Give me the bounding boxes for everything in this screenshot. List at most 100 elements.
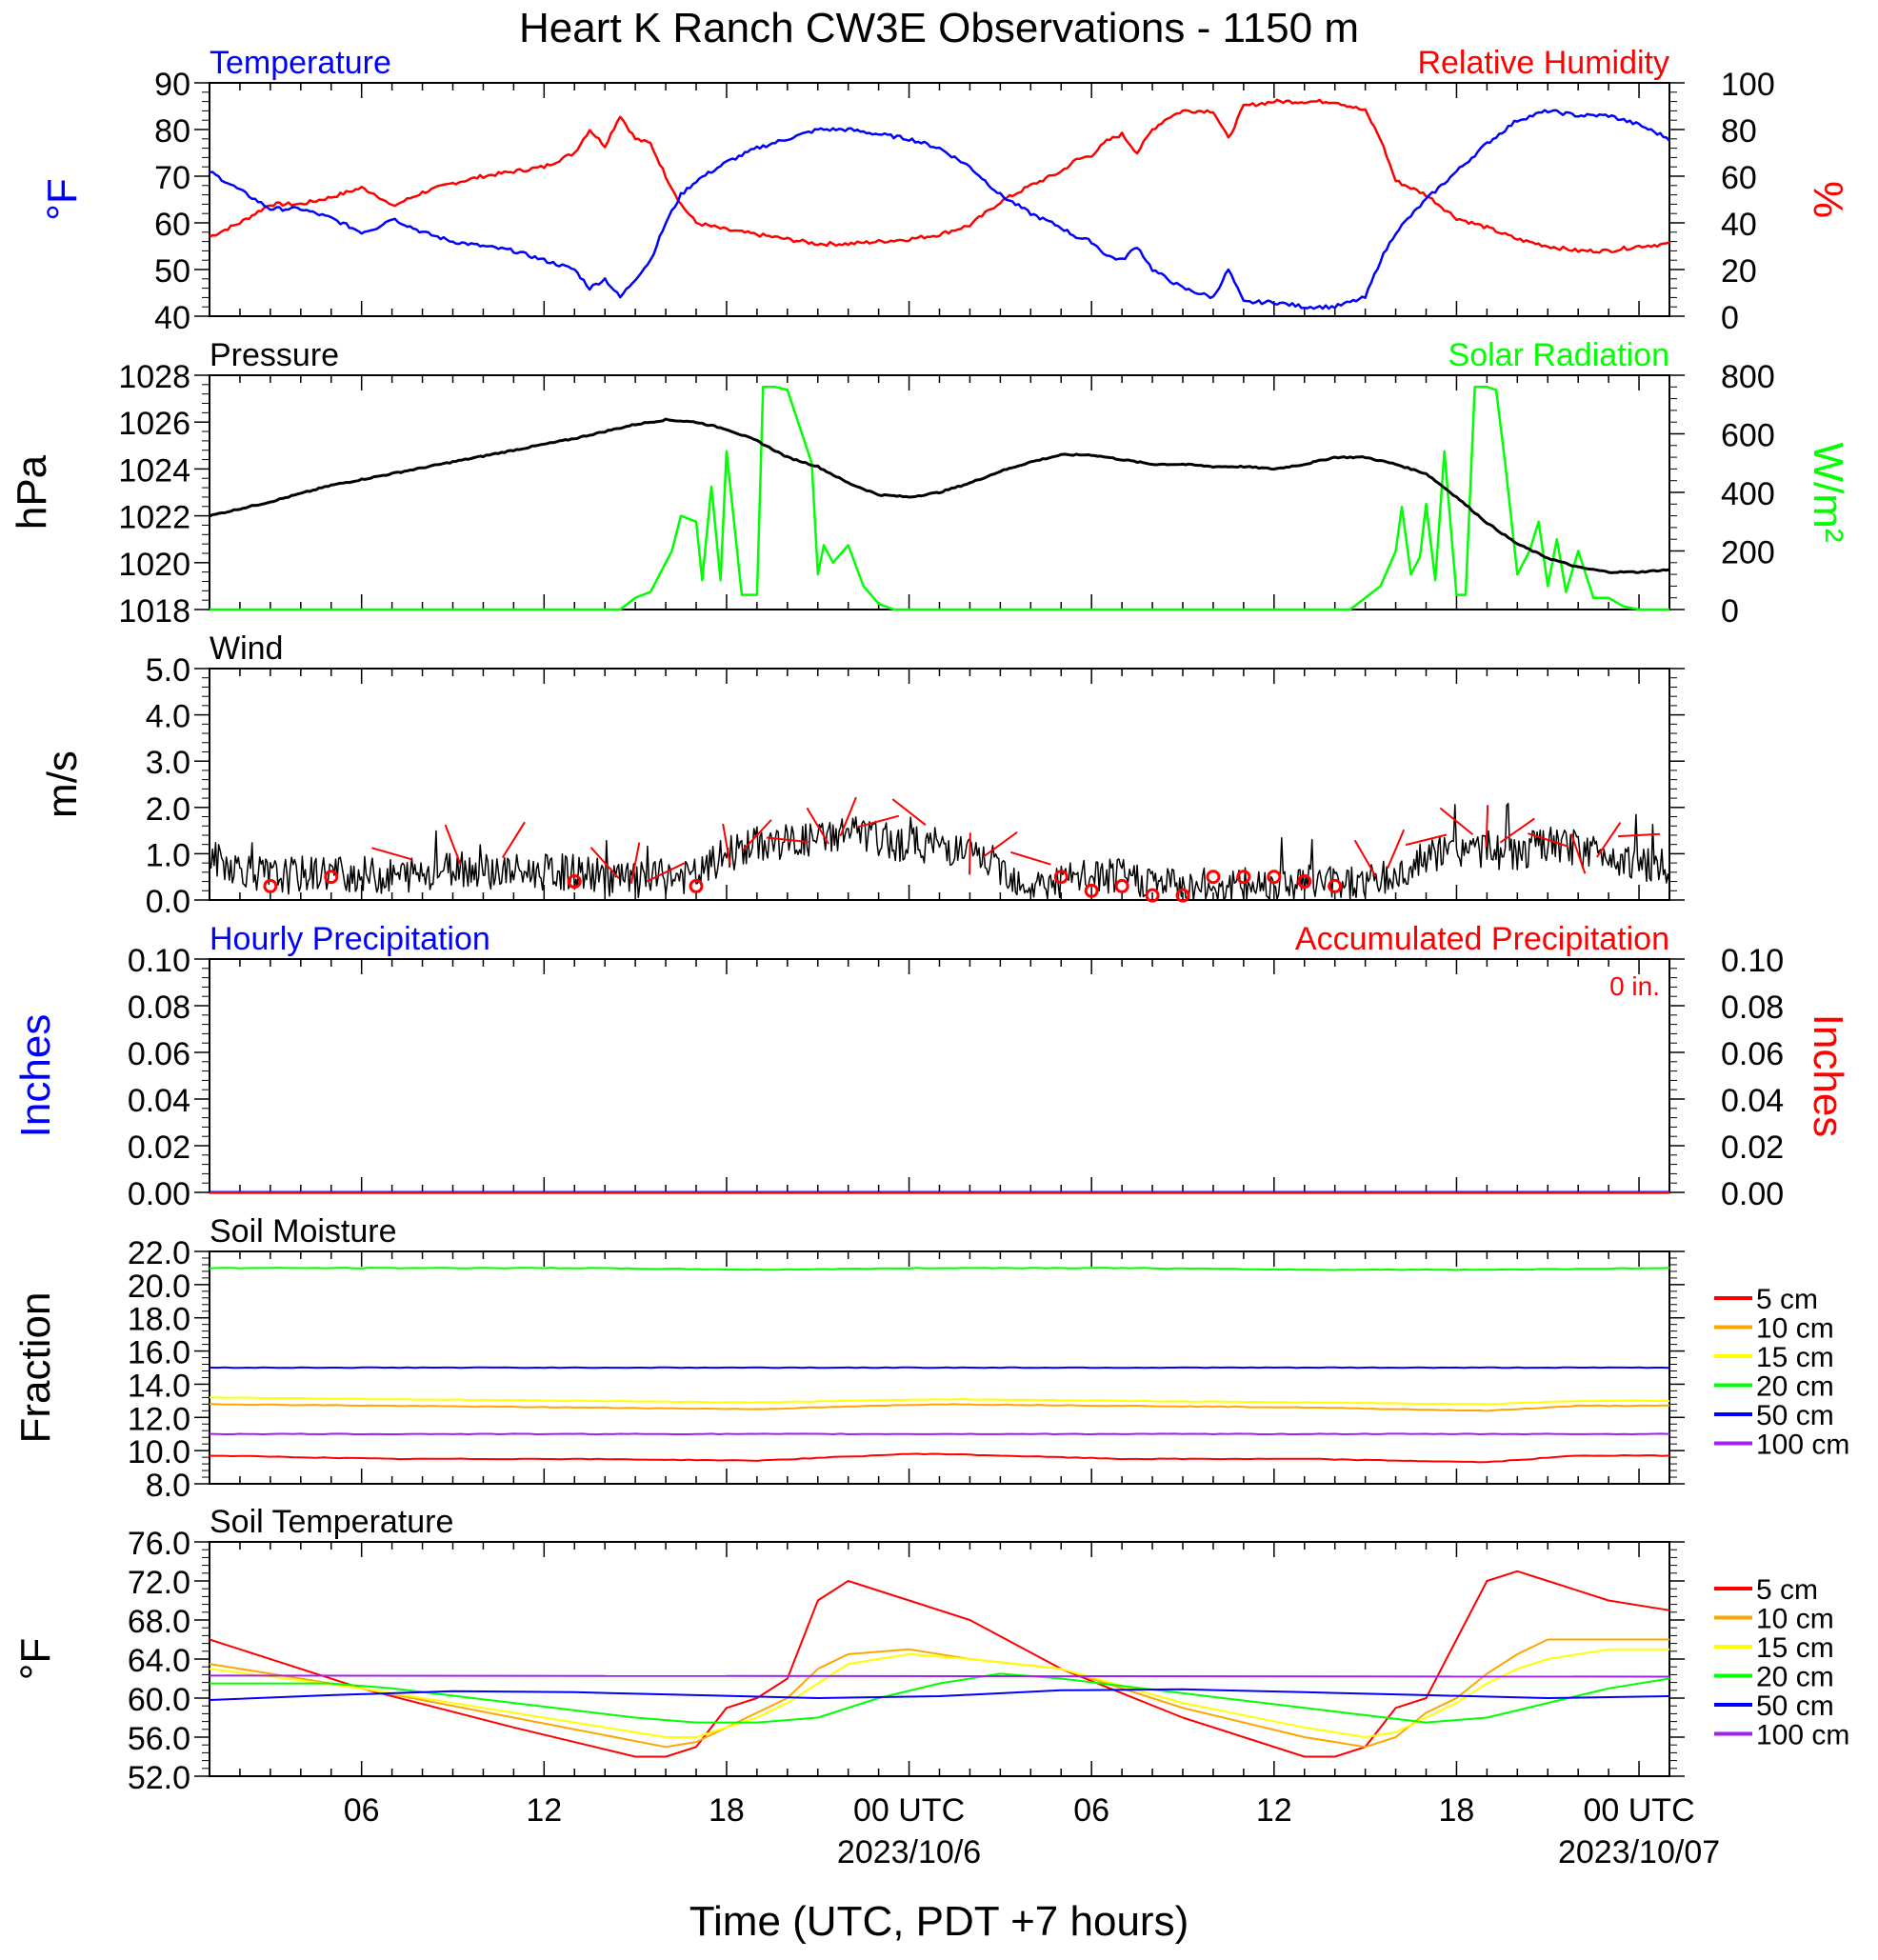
right-tick-label: 100 bbox=[1721, 67, 1775, 103]
left-tick-label: 4.0 bbox=[146, 699, 190, 735]
wind-speed-line bbox=[209, 802, 1670, 901]
left-tick-label: 18.0 bbox=[128, 1302, 190, 1338]
x-tick-label: 06 bbox=[344, 1792, 380, 1829]
right-tick-label: 0.08 bbox=[1721, 990, 1784, 1026]
wind-barb-calm bbox=[263, 878, 278, 893]
left-tick-label: 0.10 bbox=[128, 943, 190, 979]
wind-barb bbox=[1618, 832, 1661, 838]
left-tick-label: 8.0 bbox=[146, 1468, 190, 1504]
temperature-line bbox=[209, 109, 1670, 310]
left-tick-label: 1.0 bbox=[146, 837, 190, 873]
wind-barb-calm bbox=[1175, 888, 1190, 903]
soil-moisture-50cm-line bbox=[209, 1366, 1670, 1370]
left-tick-label: 1026 bbox=[118, 406, 190, 442]
wind-barb bbox=[646, 862, 686, 883]
wind-barb-calm bbox=[1206, 870, 1221, 885]
wind-barb bbox=[982, 830, 1018, 858]
temperature-title: Temperature bbox=[210, 45, 391, 81]
x-date-label: 2023/10/07 bbox=[1558, 1834, 1720, 1870]
right-tick-label: 0.02 bbox=[1721, 1130, 1784, 1166]
wind-barb bbox=[839, 796, 857, 837]
right-tick-label: 600 bbox=[1721, 418, 1775, 454]
left-tick-label: 5.0 bbox=[146, 652, 190, 689]
soil-moisture-5cm-line bbox=[209, 1452, 1670, 1464]
wind-title: Wind bbox=[210, 630, 283, 667]
right-tick-label: 400 bbox=[1721, 476, 1775, 512]
left-tick-label: 2.0 bbox=[146, 791, 190, 828]
wind-barb bbox=[501, 821, 526, 859]
wind-barb bbox=[969, 832, 971, 875]
wind-barb bbox=[444, 824, 462, 865]
left-tick-label: 80 bbox=[154, 113, 190, 150]
wind-barb bbox=[766, 836, 809, 844]
right-tick-label: 0.00 bbox=[1721, 1176, 1784, 1212]
left-tick-label: 16.0 bbox=[128, 1335, 190, 1371]
left-tick-label: 60 bbox=[154, 207, 190, 243]
right-tick-label: 80 bbox=[1721, 113, 1757, 150]
left-tick-label: 56.0 bbox=[128, 1721, 190, 1757]
left-tick-label: 76.0 bbox=[128, 1526, 190, 1562]
left-tick-label: 0.00 bbox=[128, 1176, 190, 1212]
right-tick-label: 0.04 bbox=[1721, 1083, 1784, 1119]
soil-moisture-15cm-line bbox=[209, 1396, 1670, 1406]
pressure-line bbox=[209, 417, 1670, 574]
wind-barb-calm bbox=[1297, 874, 1312, 890]
left-tick-label: 20.0 bbox=[128, 1269, 190, 1305]
right-tick-label: 0 bbox=[1721, 300, 1739, 336]
left-tick-label: 64.0 bbox=[128, 1643, 190, 1679]
x-tick-label: 12 bbox=[526, 1792, 562, 1829]
accum-precip-unit: Inches bbox=[1805, 1014, 1851, 1138]
left-tick-label: 12.0 bbox=[128, 1401, 190, 1437]
left-tick-label: 1022 bbox=[118, 500, 190, 536]
left-tick-label: 0.02 bbox=[128, 1130, 190, 1166]
soil-temp-legend-label: 20 cm bbox=[1756, 1662, 1834, 1693]
wind-barb-calm bbox=[689, 878, 704, 893]
soil-temp-legend-label: 100 cm bbox=[1756, 1720, 1849, 1751]
wind-barb bbox=[1499, 817, 1535, 844]
right-tick-label: 40 bbox=[1721, 207, 1757, 243]
accum-precip-total: 0 in. bbox=[1609, 971, 1660, 1001]
soil-moisture-legend-label: 20 cm bbox=[1756, 1371, 1834, 1403]
wind-unit: m/s bbox=[39, 750, 86, 818]
left-tick-label: 3.0 bbox=[146, 745, 190, 781]
solar-unit: W/m² bbox=[1805, 442, 1851, 542]
hourly-precip-unit: Inches bbox=[12, 1014, 59, 1138]
pressure-title: Pressure bbox=[210, 337, 339, 373]
left-tick-label: 22.0 bbox=[128, 1235, 190, 1271]
left-tick-label: 60.0 bbox=[128, 1682, 190, 1718]
left-tick-label: 0.04 bbox=[128, 1083, 190, 1119]
right-tick-label: 0.10 bbox=[1721, 943, 1784, 979]
soil-temp-legend-label: 15 cm bbox=[1756, 1632, 1834, 1664]
left-tick-label: 68.0 bbox=[128, 1604, 190, 1640]
left-tick-label: 52.0 bbox=[128, 1760, 190, 1796]
soil-moisture-10cm-line bbox=[209, 1403, 1669, 1412]
rh-unit: % bbox=[1805, 181, 1851, 218]
left-tick-label: 0.08 bbox=[128, 990, 190, 1026]
soil-moisture-20cm-line bbox=[209, 1267, 1670, 1271]
right-tick-label: 60 bbox=[1721, 160, 1757, 196]
x-tick-label: 18 bbox=[1439, 1792, 1475, 1829]
wind-barb-calm bbox=[1267, 870, 1282, 885]
left-tick-label: 50 bbox=[154, 253, 190, 290]
pressure-unit: hPa bbox=[9, 454, 55, 530]
soil-temp-5cm-line bbox=[209, 1570, 1670, 1758]
wind-barb-calm bbox=[1084, 883, 1099, 898]
soil-moisture-unit: Fraction bbox=[12, 1292, 59, 1444]
wind-barb bbox=[891, 798, 927, 826]
soil-moisture-legend-label: 100 cm bbox=[1756, 1430, 1849, 1461]
rh-title: Relative Humidity bbox=[1417, 45, 1669, 81]
soil-temp-title: Soil Temperature bbox=[210, 1504, 453, 1540]
x-date-label: 2023/10/6 bbox=[837, 1834, 981, 1870]
wind-barb bbox=[806, 807, 829, 845]
left-tick-label: 1018 bbox=[118, 593, 190, 630]
soil-temp-panel-frame bbox=[209, 1541, 1670, 1777]
wind-barb-calm bbox=[1328, 878, 1343, 893]
soil-temp-legend-label: 10 cm bbox=[1756, 1604, 1834, 1635]
rh-line bbox=[209, 98, 1670, 254]
left-tick-label: 70 bbox=[154, 160, 190, 196]
wind-barb bbox=[1485, 805, 1489, 848]
wind-panel-frame bbox=[209, 668, 1670, 901]
wind-barb-calm bbox=[324, 870, 339, 885]
soil-temp-20cm-line bbox=[210, 1672, 1670, 1724]
